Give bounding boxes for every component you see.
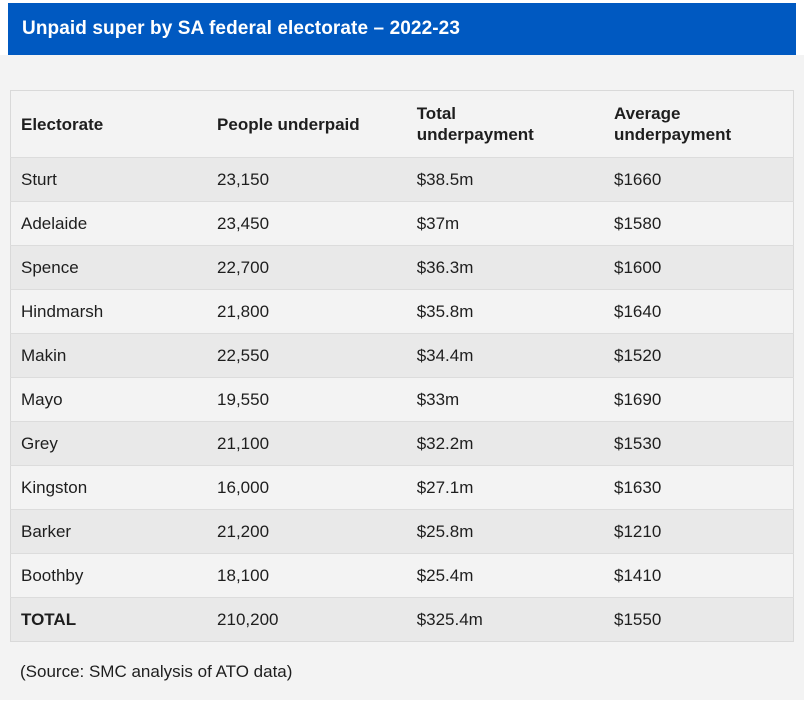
table-row: Spence 22,700 $36.3m $1600 bbox=[10, 245, 794, 290]
cell-electorate: Makin bbox=[21, 346, 67, 365]
cell-total: $33m bbox=[416, 390, 460, 409]
column-header-total-underpayment: Total underpayment bbox=[406, 90, 604, 158]
cell-electorate: Spence bbox=[21, 258, 79, 277]
cell-people: 16,000 bbox=[217, 478, 270, 497]
cell-average: $1630 bbox=[614, 478, 662, 497]
cell-total: $325.4m bbox=[416, 610, 483, 629]
cell-people: 210,200 bbox=[217, 610, 279, 629]
cell-electorate: Barker bbox=[21, 522, 72, 541]
cell-total: $38.5m bbox=[416, 170, 474, 189]
content-panel: Electorate People underpaid Total underp… bbox=[0, 55, 804, 700]
cell-electorate: TOTAL bbox=[21, 610, 77, 629]
table-row: Kingston 16,000 $27.1m $1630 bbox=[10, 465, 794, 510]
table-row: Mayo 19,550 $33m $1690 bbox=[10, 377, 794, 422]
cell-average: $1550 bbox=[614, 610, 662, 629]
cell-people: 22,550 bbox=[217, 346, 270, 365]
page-title: Unpaid super by SA federal electorate – … bbox=[22, 18, 461, 39]
cell-electorate: Mayo bbox=[21, 390, 63, 409]
cell-total: $27.1m bbox=[416, 478, 474, 497]
cell-electorate: Kingston bbox=[21, 478, 88, 497]
cell-people: 23,450 bbox=[217, 214, 270, 233]
cell-average: $1210 bbox=[614, 522, 662, 541]
column-header-electorate: Electorate bbox=[10, 90, 208, 158]
table-row: Sturt 23,150 $38.5m $1660 bbox=[10, 157, 794, 202]
cell-total: $35.8m bbox=[416, 302, 474, 321]
cell-average: $1410 bbox=[614, 566, 662, 585]
cell-total: $32.2m bbox=[416, 434, 474, 453]
cell-people: 22,700 bbox=[217, 258, 270, 277]
cell-people: 21,100 bbox=[217, 434, 270, 453]
cell-electorate: Hindmarsh bbox=[21, 302, 104, 321]
table-row: Makin 22,550 $34.4m $1520 bbox=[10, 333, 794, 378]
cell-average: $1580 bbox=[614, 214, 662, 233]
cell-electorate: Boothby bbox=[21, 566, 84, 585]
table-row: Boothby 18,100 $25.4m $1410 bbox=[10, 553, 794, 598]
cell-people: 23,150 bbox=[217, 170, 270, 189]
column-header-people-underpaid: People underpaid bbox=[207, 90, 407, 158]
cell-total: $36.3m bbox=[416, 258, 474, 277]
title-bar: Unpaid super by SA federal electorate – … bbox=[8, 3, 796, 55]
cell-average: $1660 bbox=[614, 170, 662, 189]
table-row: Barker 21,200 $25.8m $1210 bbox=[10, 509, 794, 554]
cell-people: 21,200 bbox=[217, 522, 270, 541]
table-row: Hindmarsh 21,800 $35.8m $1640 bbox=[10, 289, 794, 334]
cell-total: $34.4m bbox=[416, 346, 474, 365]
table-row: Grey 21,100 $32.2m $1530 bbox=[10, 421, 794, 466]
cell-average: $1530 bbox=[614, 434, 662, 453]
table-row-total: TOTAL 210,200 $325.4m $1550 bbox=[10, 597, 794, 642]
cell-average: $1520 bbox=[614, 346, 662, 365]
cell-people: 18,100 bbox=[217, 566, 270, 585]
cell-people: 21,800 bbox=[217, 302, 270, 321]
unpaid-super-table: Electorate People underpaid Total underp… bbox=[10, 90, 794, 642]
table-row: Adelaide 23,450 $37m $1580 bbox=[10, 201, 794, 246]
cell-total: $25.8m bbox=[416, 522, 474, 541]
cell-average: $1640 bbox=[614, 302, 662, 321]
cell-electorate: Adelaide bbox=[21, 214, 88, 233]
cell-total: $25.4m bbox=[416, 566, 474, 585]
table-body: Sturt 23,150 $38.5m $1660 Adelaide 23,450 $37m… bbox=[10, 157, 794, 642]
cell-people: 19,550 bbox=[217, 390, 270, 409]
cell-total: $37m bbox=[416, 214, 460, 233]
cell-electorate: Sturt bbox=[21, 170, 57, 189]
cell-average: $1600 bbox=[614, 258, 662, 277]
header-row: Electorate People underpaid Total underp… bbox=[10, 90, 794, 158]
source-note: (Source: SMC analysis of ATO data) bbox=[20, 662, 293, 681]
table-header: Electorate People underpaid Total underp… bbox=[10, 90, 794, 158]
cell-electorate: Grey bbox=[21, 434, 58, 453]
column-header-average-underpayment: Average underpayment bbox=[604, 90, 794, 158]
cell-average: $1690 bbox=[614, 390, 662, 409]
